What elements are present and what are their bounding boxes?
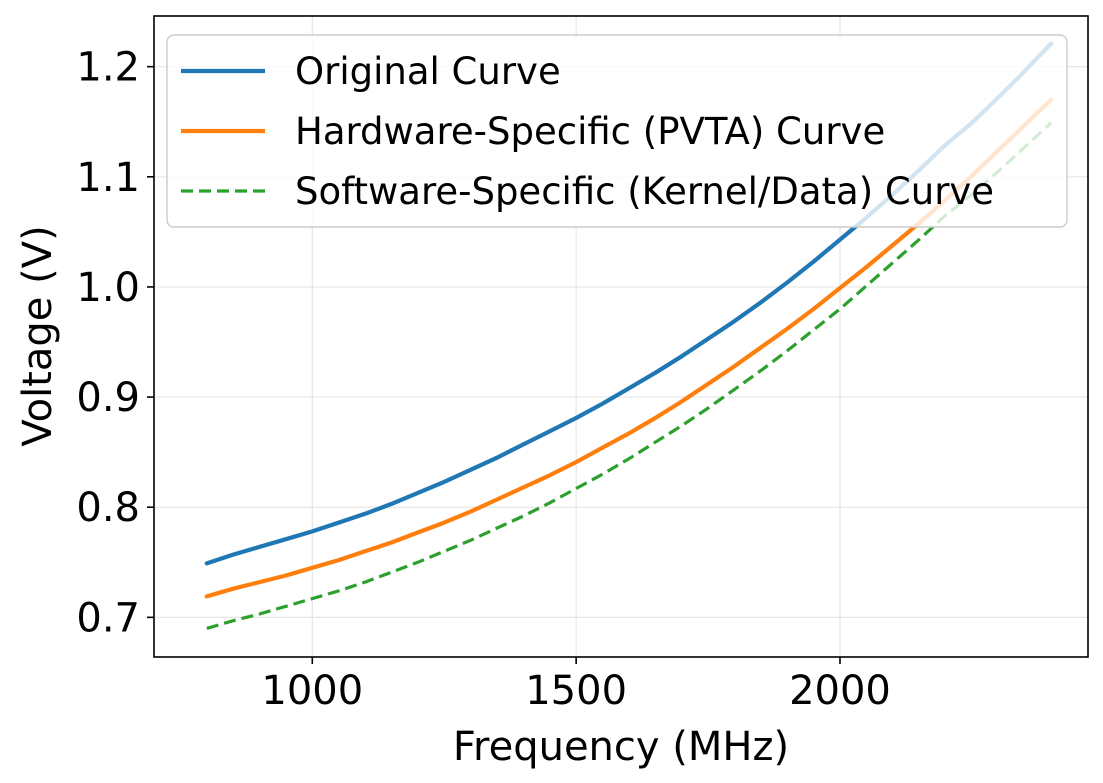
y-axis-label: Voltage (V) <box>15 225 61 446</box>
x-axis-label: Frequency (MHz) <box>453 724 789 770</box>
legend-box <box>166 34 1068 228</box>
y-tick-label: 0.9 <box>76 375 140 421</box>
series-line-3 <box>206 121 1053 630</box>
x-tick-label: 2000 <box>789 668 891 714</box>
y-tick-label: 0.7 <box>76 595 140 641</box>
legend-label-2: Hardware-Specific (PVTA) Curve <box>295 110 885 153</box>
x-tick-label: 1500 <box>525 668 627 714</box>
x-tick-label: 1000 <box>261 668 363 714</box>
legend: Original Curve Hardware-Specific (PVTA) C… <box>166 34 1068 228</box>
legend-label-1: Original Curve <box>295 50 561 93</box>
y-tick-label: 1.2 <box>76 45 140 91</box>
axis-ticks: 1000 1500 2000 0.7 0.8 0.9 1.0 1.1 1.2 <box>76 45 891 714</box>
legend-label-3: Software-Specific (Kernel/Data) Curve <box>295 170 994 213</box>
y-tick-label: 0.8 <box>76 485 140 531</box>
y-tick-label: 1.1 <box>76 155 140 201</box>
plot-frame <box>153 15 1089 658</box>
y-tick-label: 1.0 <box>76 265 140 311</box>
series-line-2 <box>204 97 1054 599</box>
